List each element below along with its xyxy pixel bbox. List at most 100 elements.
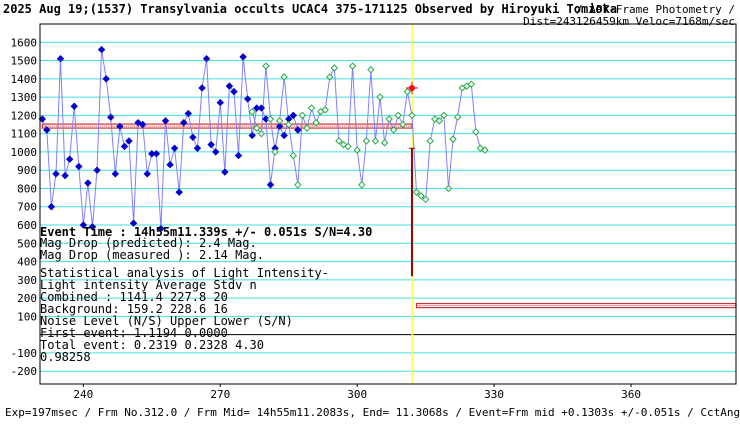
noise-header-text: Noise Level (N/S) Upper Lower (S/N) — [40, 314, 293, 328]
data-point-green — [481, 146, 489, 154]
grid-lines — [40, 41, 736, 372]
data-point-blue — [47, 203, 56, 211]
data-point-blue — [65, 155, 74, 163]
data-point-blue — [212, 148, 220, 156]
data-point-blue — [202, 55, 211, 63]
data-point-green — [330, 64, 339, 72]
data-point-blue — [189, 133, 197, 142]
mag-drop-predicted-text: Mag Drop (predicted): 2.4 Mag. — [40, 236, 257, 250]
data-point-blue — [275, 122, 284, 131]
data-point-green — [312, 118, 320, 127]
data-point-green — [385, 115, 393, 123]
data-point-blue — [225, 82, 234, 90]
stats-title-text: Statistical analysis of Light Intensity- — [40, 266, 329, 280]
data-point-green — [380, 139, 389, 147]
data-point-green — [358, 181, 366, 189]
data-point-blue — [193, 144, 202, 152]
data-point-green — [394, 111, 402, 120]
data-point-blue — [180, 118, 188, 127]
data-point-blue — [234, 151, 243, 160]
y-tick-label: 200 — [17, 292, 37, 305]
data-point-green — [271, 148, 279, 156]
data-point-green — [476, 144, 485, 152]
x-tick-label: 240 — [73, 388, 93, 401]
data-point-blue — [280, 131, 288, 140]
data-point-green — [467, 80, 475, 89]
data-point-blue — [125, 137, 133, 145]
data-point-blue — [84, 179, 92, 187]
data-point-blue — [243, 95, 252, 103]
data-point-green — [303, 124, 311, 132]
data-point-blue — [88, 223, 97, 231]
data-point-green — [294, 181, 302, 189]
y-tick-label: -200 — [11, 365, 38, 378]
data-point-blue — [207, 140, 215, 149]
stats-header-text: Light intensity Average Stdv n — [40, 278, 257, 292]
data-point-blue — [70, 102, 78, 110]
data-point-green — [326, 73, 334, 81]
footer-info: Exp=197msec / Frm No.312.0 / Frm Mid= 14… — [5, 406, 740, 419]
data-point-blue — [239, 53, 247, 61]
event-marker-dot — [408, 84, 415, 91]
data-point-green — [348, 62, 357, 70]
plot-frame — [39, 23, 737, 385]
y-tick-label: 800 — [17, 182, 37, 195]
series-points — [38, 45, 489, 233]
data-point-green — [417, 192, 425, 200]
data-point-green — [435, 117, 444, 125]
data-point-green — [426, 137, 434, 145]
x-axis-ticks: 240 270 300 330 360 — [73, 384, 641, 401]
data-point-green — [371, 137, 380, 145]
data-point-blue — [289, 111, 298, 120]
y-tick-label: 1200 — [11, 109, 38, 122]
data-point-blue — [157, 224, 165, 233]
data-point-green — [275, 117, 284, 125]
data-point-blue — [266, 181, 275, 189]
x-tick-label: 270 — [210, 388, 230, 401]
data-point-blue — [138, 120, 147, 129]
y-tick-label: 1100 — [11, 128, 38, 141]
data-point-blue — [248, 131, 256, 140]
header-distance-velocity: Dist=243126459km Veloc=7168m/sec — [523, 15, 735, 28]
data-point-green — [408, 111, 416, 120]
data-point-blue — [175, 188, 183, 196]
data-point-green — [353, 146, 361, 154]
event-annotation: Event Time : 14h55m11.339s +/- 0.051s S/… — [40, 225, 372, 364]
data-point-blue — [52, 170, 60, 178]
data-point-green — [367, 65, 375, 74]
data-point-green — [339, 140, 348, 149]
data-point-blue — [294, 126, 302, 134]
stats-background-row: Background: 159.2 228.6 16 — [40, 302, 228, 316]
mag-drop-measured-text: Mag Drop (measured ): 2.14 Mag. — [40, 248, 264, 262]
series-line — [251, 65, 486, 201]
data-point-blue — [43, 126, 51, 134]
y-tick-label: 1600 — [11, 36, 38, 49]
data-point-blue — [143, 170, 151, 178]
data-point-blue — [107, 113, 115, 121]
y-tick-label: -100 — [11, 347, 38, 360]
y-tick-label: 700 — [17, 201, 37, 214]
data-point-blue — [230, 87, 238, 96]
data-point-green — [453, 113, 462, 121]
y-tick-label: 100 — [17, 310, 37, 323]
y-tick-label: 300 — [17, 274, 37, 287]
y-tick-label: 600 — [17, 219, 37, 232]
y-tick-label: 900 — [17, 164, 37, 177]
data-point-green — [472, 128, 480, 136]
data-point-blue — [61, 171, 69, 180]
data-point-blue — [257, 104, 266, 112]
x-tick-label: 300 — [347, 388, 367, 401]
total-event-row: Total event: 0.2319 0.2328 4.30 — [40, 338, 264, 352]
data-point-green — [307, 104, 316, 112]
data-point-blue — [79, 221, 88, 229]
data-point-green — [403, 87, 412, 96]
data-point-green — [362, 137, 371, 145]
data-point-green — [421, 195, 430, 204]
data-point-blue — [111, 170, 120, 178]
data-point-blue — [56, 55, 65, 63]
data-point-blue — [97, 45, 106, 54]
data-point-green — [280, 73, 288, 81]
data-point-blue — [198, 84, 206, 92]
data-point-blue — [216, 98, 224, 107]
